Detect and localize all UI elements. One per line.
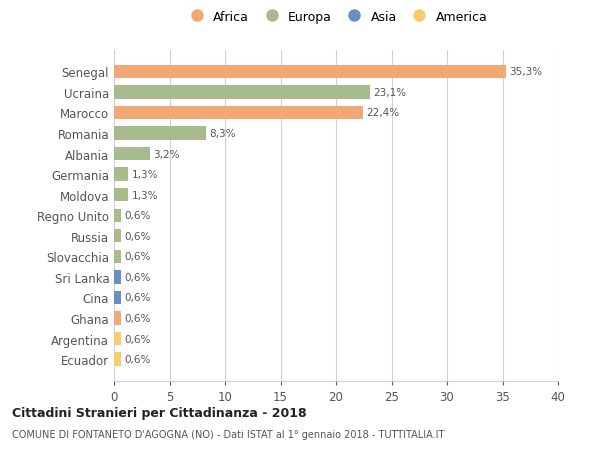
Bar: [114, 353, 121, 366]
Bar: [114, 250, 121, 263]
Text: 1,3%: 1,3%: [132, 170, 158, 180]
Text: 0,6%: 0,6%: [124, 252, 151, 262]
Text: 3,2%: 3,2%: [153, 149, 179, 159]
Text: 23,1%: 23,1%: [374, 88, 407, 98]
Bar: [114, 86, 370, 99]
Bar: [114, 209, 121, 223]
Text: 0,6%: 0,6%: [124, 354, 151, 364]
Bar: [114, 189, 128, 202]
Bar: [114, 168, 128, 181]
Text: 0,6%: 0,6%: [124, 231, 151, 241]
Legend: Africa, Europa, Asia, America: Africa, Europa, Asia, America: [179, 6, 493, 28]
Bar: [114, 332, 121, 346]
Text: 0,6%: 0,6%: [124, 293, 151, 303]
Text: 35,3%: 35,3%: [509, 67, 542, 77]
Text: 8,3%: 8,3%: [209, 129, 236, 139]
Text: 1,3%: 1,3%: [132, 190, 158, 200]
Text: 0,6%: 0,6%: [124, 272, 151, 282]
Bar: [114, 147, 149, 161]
Text: Cittadini Stranieri per Cittadinanza - 2018: Cittadini Stranieri per Cittadinanza - 2…: [12, 406, 307, 419]
Bar: [114, 127, 206, 140]
Text: 0,6%: 0,6%: [124, 211, 151, 221]
Bar: [114, 230, 121, 243]
Text: 0,6%: 0,6%: [124, 313, 151, 323]
Text: COMUNE DI FONTANETO D'AGOGNA (NO) - Dati ISTAT al 1° gennaio 2018 - TUTTITALIA.I: COMUNE DI FONTANETO D'AGOGNA (NO) - Dati…: [12, 429, 445, 439]
Bar: [114, 271, 121, 284]
Bar: [114, 66, 506, 79]
Text: 22,4%: 22,4%: [366, 108, 399, 118]
Bar: [114, 312, 121, 325]
Bar: [114, 291, 121, 304]
Text: 0,6%: 0,6%: [124, 334, 151, 344]
Bar: [114, 106, 362, 120]
